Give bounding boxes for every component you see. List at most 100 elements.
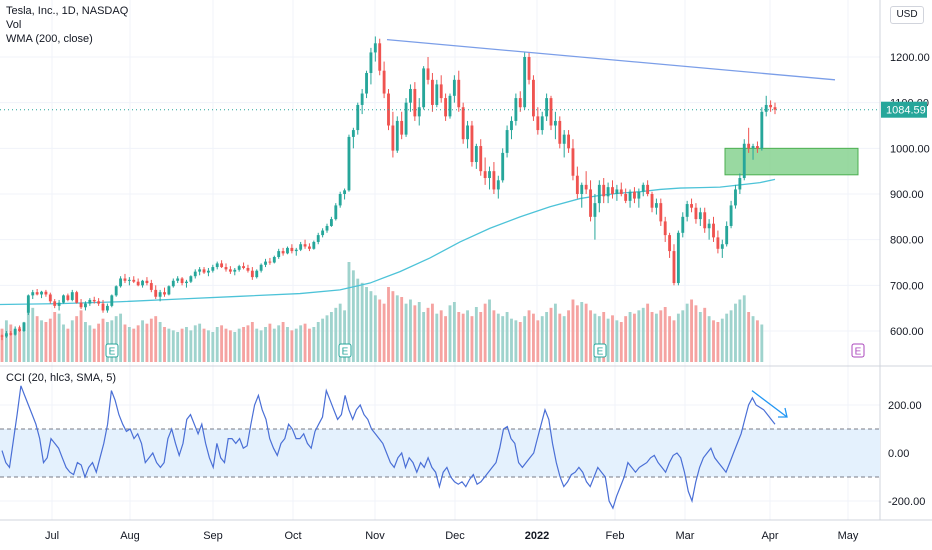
candle-body xyxy=(141,280,144,286)
price-axis-label: 1200.00 xyxy=(890,52,930,64)
volume-bar xyxy=(62,324,65,362)
volume-bar xyxy=(523,316,527,362)
candle-body xyxy=(286,247,289,254)
candle-body xyxy=(255,270,259,278)
volume-bar xyxy=(255,328,259,362)
candle-body xyxy=(738,178,742,190)
candle-body xyxy=(185,281,188,284)
currency-button[interactable]: USD xyxy=(890,6,924,24)
volume-bar xyxy=(488,299,491,362)
volume-bar xyxy=(685,303,689,362)
candle-body xyxy=(62,295,65,303)
volume-bar xyxy=(286,327,289,362)
candle-body xyxy=(571,148,575,176)
volume-bar xyxy=(742,295,746,362)
volume-bar xyxy=(619,322,623,362)
volume-bar xyxy=(615,320,619,362)
volume-bar xyxy=(316,322,320,362)
candle-body xyxy=(277,251,281,258)
candle-body xyxy=(246,267,250,271)
candle-body xyxy=(479,146,483,172)
current-price-tag[interactable] xyxy=(881,101,927,118)
candle-body xyxy=(79,302,83,308)
volume-bar xyxy=(698,312,702,362)
earnings-marker[interactable] xyxy=(105,343,119,358)
volume-bar xyxy=(747,312,751,362)
candle-body xyxy=(523,57,527,108)
volume-bar xyxy=(659,310,663,362)
candle-body xyxy=(365,72,368,94)
candle-body xyxy=(158,292,162,297)
earnings-marker-label: E xyxy=(109,347,116,358)
volume-bar xyxy=(97,323,101,362)
candle-body xyxy=(694,207,698,220)
candle-body xyxy=(646,184,650,194)
earnings-marker[interactable] xyxy=(593,343,607,358)
earnings-marker-future[interactable] xyxy=(851,343,865,358)
candle-body xyxy=(764,104,768,112)
volume-bar xyxy=(149,318,153,362)
volume-bar xyxy=(751,316,755,362)
candle-body xyxy=(391,125,395,151)
volume-bar xyxy=(725,313,729,362)
volume-bar xyxy=(202,328,206,362)
volume-bar xyxy=(553,303,557,362)
volume-bar xyxy=(26,303,30,362)
legend-symbol-title[interactable]: Tesla, Inc., 1D, NASDAQ xyxy=(6,5,129,17)
earnings-marker-label: E xyxy=(597,347,604,358)
volume-bar xyxy=(676,313,680,362)
volume-bar xyxy=(703,307,707,362)
candle-body xyxy=(474,146,478,163)
cci-pane xyxy=(0,385,880,510)
candle-body xyxy=(633,191,636,199)
volume-bar xyxy=(501,316,505,362)
volume-bar xyxy=(457,312,461,362)
volume-bar xyxy=(483,303,487,362)
volume-bar xyxy=(505,312,509,362)
candle-body xyxy=(602,184,606,197)
candle-body xyxy=(553,120,557,126)
volume-bar xyxy=(409,299,412,362)
volume-bar xyxy=(198,323,202,362)
volume-bar xyxy=(48,318,52,362)
candle-body xyxy=(668,235,672,252)
legend-vol[interactable]: Vol xyxy=(6,19,22,31)
volume-bar xyxy=(668,316,672,362)
volume-bar xyxy=(646,303,650,362)
candle-body xyxy=(171,280,175,287)
volume-bar xyxy=(141,320,144,362)
volume-bar xyxy=(470,316,474,362)
time-axis[interactable]: Jul Aug Sep Oct Nov Dec 2022 Feb Mar Apr May xyxy=(45,530,859,542)
price-axis-label: 700.00 xyxy=(890,280,924,292)
volume-bar xyxy=(738,299,742,362)
volume-bar xyxy=(452,302,456,362)
candle-body xyxy=(773,107,777,110)
volume-bar xyxy=(365,287,368,362)
candle-body xyxy=(395,120,399,151)
volume-bar xyxy=(496,313,500,362)
volume-bar xyxy=(633,313,636,362)
candle-body xyxy=(321,230,325,236)
volume-bar xyxy=(650,312,654,362)
candle-body xyxy=(540,116,544,131)
candle-body xyxy=(123,278,127,281)
legend-wma[interactable]: WMA (200, close) xyxy=(6,33,93,45)
volume-bar xyxy=(654,313,658,362)
cci-legend[interactable]: CCI (20, hlc3, SMA, 5) xyxy=(6,372,117,384)
candle-body xyxy=(343,190,347,194)
candle-body xyxy=(97,301,101,304)
price-axis[interactable]: 600.00700.00800.00900.001000.001100.0012… xyxy=(881,52,930,508)
volume-bar xyxy=(448,305,452,362)
earnings-marker[interactable] xyxy=(338,343,352,358)
volume-bar xyxy=(31,307,35,362)
candle-body xyxy=(606,187,610,197)
candle-body xyxy=(510,120,513,131)
volume-bar xyxy=(593,313,597,362)
volume-bar xyxy=(325,315,329,362)
volume-bar xyxy=(127,327,131,362)
volume-bar xyxy=(4,320,8,362)
candle-body xyxy=(545,98,549,117)
volume-bar xyxy=(672,320,676,362)
volume-bar xyxy=(211,332,215,362)
